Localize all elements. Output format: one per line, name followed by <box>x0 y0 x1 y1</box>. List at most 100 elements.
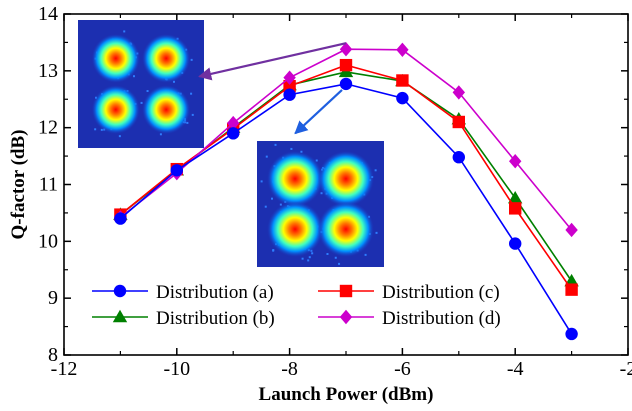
data-point <box>452 115 465 129</box>
series-layer <box>113 42 579 341</box>
data-point <box>565 327 578 341</box>
y-axis-title: Q-factor (dB) <box>8 130 29 240</box>
noise-speckle <box>94 128 97 131</box>
axes: -12 -10 -8 -6 -4 -2 8 9 10 11 12 13 14 Launch Power (… <box>8 3 632 405</box>
legend-entry: Distribution (a) <box>92 282 274 303</box>
data-point <box>170 164 183 177</box>
data-point <box>227 115 240 131</box>
constellation-point <box>91 85 140 134</box>
legend-label: Distribution (a) <box>156 282 274 303</box>
noise-speckle <box>172 80 175 83</box>
noise-speckle <box>140 101 143 104</box>
data-point <box>565 222 578 238</box>
legend-marker <box>339 284 353 298</box>
data-point <box>227 127 240 140</box>
constellation-point <box>267 151 324 207</box>
noise-speckle <box>338 262 341 265</box>
noise-speckle <box>374 169 377 172</box>
noise-speckle <box>290 147 293 150</box>
noise-speckle <box>311 252 314 255</box>
x-tick-label: -4 <box>507 358 524 380</box>
data-point <box>114 212 127 225</box>
legend-entry: Distribution (b) <box>92 308 275 329</box>
y-tick-label: 9 <box>48 287 58 309</box>
constellation-point <box>142 34 191 83</box>
arrow-to-inset-d <box>198 42 347 81</box>
data-point <box>509 237 522 250</box>
noise-speckle <box>159 133 162 136</box>
x-tick-label: -12 <box>51 358 78 380</box>
y-tick-label: 14 <box>38 3 58 25</box>
legend-entry: Distribution (c) <box>318 282 500 303</box>
y-tick-label: 8 <box>48 344 58 366</box>
y-tick-label: 12 <box>38 117 58 139</box>
x-tick-label: -10 <box>163 358 190 380</box>
y-tick-label: 10 <box>38 230 58 252</box>
noise-speckle <box>326 253 329 256</box>
noise-speckle <box>364 253 367 256</box>
constellation-point <box>142 85 191 134</box>
data-point <box>339 77 353 91</box>
x-axis-title: Launch Power (dBm) <box>259 384 434 405</box>
noise-speckle <box>190 92 193 95</box>
noise-speckle <box>270 197 273 200</box>
noise-speckle <box>308 256 311 259</box>
data-point <box>396 42 409 58</box>
noise-speckle <box>132 75 135 78</box>
data-point <box>396 91 409 105</box>
data-point <box>339 42 353 57</box>
data-point <box>565 283 578 296</box>
legend-marker <box>339 309 353 325</box>
noise-speckle <box>260 180 263 183</box>
noise-speckle <box>100 128 103 131</box>
noise-speckle <box>272 249 275 252</box>
noise-speckle <box>301 257 304 260</box>
constellation-point <box>91 34 140 83</box>
legend-label: Distribution (c) <box>382 282 500 303</box>
data-point <box>283 88 296 101</box>
legend-marker <box>113 284 127 298</box>
constellation-point <box>317 151 374 207</box>
data-point <box>452 85 465 100</box>
x-tick-label: -6 <box>394 358 411 380</box>
noise-speckle <box>307 259 310 262</box>
noise-speckle <box>265 155 268 158</box>
data-point <box>283 79 296 93</box>
noise-speckle <box>375 231 378 234</box>
noise-speckle <box>190 58 193 61</box>
constellation-inset <box>257 141 384 267</box>
arrow-to-inset-a <box>294 89 343 135</box>
noise-speckle <box>274 143 277 146</box>
x-tick-label: -8 <box>281 358 298 380</box>
constellation-point <box>267 201 324 257</box>
noise-speckle <box>279 203 282 206</box>
noise-speckle <box>334 256 337 259</box>
noise-speckle <box>123 30 126 33</box>
legend: Distribution (a) Distribution (b) Distribu… <box>92 282 501 329</box>
data-point <box>509 202 522 215</box>
legend-entry: Distribution (d) <box>318 308 501 329</box>
legend-label: Distribution (d) <box>382 308 501 329</box>
x-tick-label: -2 <box>620 358 632 380</box>
legend-label: Distribution (b) <box>156 308 275 329</box>
data-point <box>283 70 296 85</box>
y-tick-label: 11 <box>39 174 58 196</box>
legend-marker <box>112 309 128 323</box>
noise-speckle <box>146 90 149 93</box>
inset-background <box>78 20 204 148</box>
constellation-point <box>317 201 374 257</box>
noise-speckle <box>118 135 121 138</box>
noise-speckle <box>186 121 189 124</box>
data-point <box>339 58 353 72</box>
noise-speckle <box>300 150 303 153</box>
y-tick-label: 13 <box>38 60 58 82</box>
data-point <box>452 151 465 164</box>
noise-speckle <box>264 205 267 208</box>
constellation-inset <box>78 20 204 148</box>
data-point <box>396 74 409 87</box>
series-circle <box>114 77 578 341</box>
noise-speckle <box>315 159 318 162</box>
noise-speckle <box>191 113 194 116</box>
